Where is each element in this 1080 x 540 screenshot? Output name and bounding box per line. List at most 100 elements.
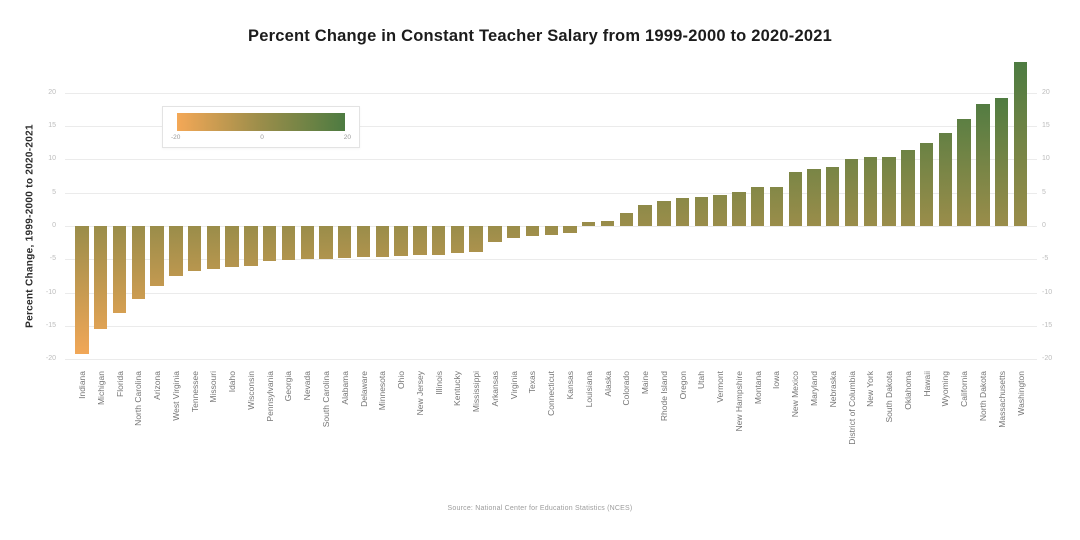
- bar: [75, 226, 89, 355]
- bar: [976, 103, 990, 226]
- x-tick-label: Ohio: [396, 371, 407, 389]
- x-tick-label: Delaware: [358, 371, 369, 407]
- x-tick-label: Oregon: [677, 371, 688, 400]
- x-tick-label: Nevada: [302, 371, 313, 401]
- bar: [675, 198, 690, 226]
- y-tick-label-right: -15: [1042, 321, 1053, 329]
- bar: [826, 166, 840, 226]
- x-tick-label: Kentucky: [452, 371, 463, 406]
- y-tick-label-right: 10: [1042, 155, 1050, 163]
- x-tick-label: Wyoming: [940, 371, 951, 407]
- bar: [582, 222, 596, 226]
- bar: [150, 226, 164, 286]
- bar: [713, 195, 727, 226]
- x-tick-label: Maryland: [809, 371, 820, 406]
- bar: [94, 226, 108, 329]
- y-tick-label-right: -20: [1042, 355, 1053, 363]
- bar: [788, 172, 802, 226]
- bar: [732, 192, 746, 226]
- y-tick-label-left: 0: [52, 222, 56, 229]
- x-tick-label: Washington: [1015, 371, 1026, 416]
- y-tick-label-right: 5: [1042, 188, 1046, 196]
- bar: [112, 226, 127, 313]
- gridline: [65, 259, 1037, 261]
- x-tick-label: Kansas: [565, 371, 576, 400]
- bar: [300, 226, 314, 260]
- bar: [619, 213, 634, 226]
- x-tick-label: Idaho: [227, 371, 238, 393]
- legend-min-label: -20: [171, 134, 181, 141]
- x-tick-label: New Hampshire: [733, 371, 744, 432]
- bar: [657, 201, 671, 226]
- y-tick-label-right: -5: [1042, 255, 1049, 263]
- x-tick-label: Florida: [114, 371, 125, 397]
- gridline: [65, 325, 1037, 327]
- x-tick-label: Tennessee: [189, 371, 200, 413]
- bar: [863, 157, 878, 226]
- x-tick-label: South Carolina: [321, 371, 331, 428]
- bar: [169, 226, 183, 276]
- x-tick-label: Iowa: [771, 371, 782, 389]
- bar: [694, 196, 709, 226]
- y-tick-label-left: 15: [48, 122, 56, 130]
- x-tick-label: Nebraska: [827, 371, 838, 408]
- bar: [919, 142, 934, 226]
- bar: [356, 226, 371, 258]
- bar: [507, 226, 521, 238]
- bar: [263, 226, 277, 262]
- bar: [600, 221, 615, 226]
- x-tick-label: Arkansas: [489, 371, 500, 407]
- y-tick-label-right: 15: [1042, 122, 1050, 130]
- x-tick-label: Alaska: [602, 371, 613, 397]
- x-tick-label: California: [959, 371, 970, 407]
- x-tick-label: Louisiana: [583, 371, 594, 408]
- gridline: [65, 359, 1037, 361]
- x-tick-label: Montana: [752, 371, 763, 405]
- bar: [882, 156, 896, 226]
- chart-title: Percent Change in Constant Teacher Salar…: [248, 27, 832, 45]
- legend-mid-label: 0: [260, 134, 264, 141]
- bar: [450, 226, 465, 254]
- x-tick-label: District of Columbia: [846, 371, 857, 445]
- x-tick-label: Arizona: [152, 371, 163, 400]
- x-tick-label: Georgia: [283, 371, 294, 402]
- y-tick-label-left: 10: [48, 155, 56, 163]
- x-tick-label: Oklahoma: [902, 371, 913, 410]
- x-tick-label: Illinois: [433, 371, 444, 395]
- bar: [431, 226, 446, 255]
- x-tick-label: Connecticut: [546, 371, 557, 416]
- bar: [844, 159, 859, 226]
- bar: [901, 150, 915, 226]
- legend-scale-labels: -20 0 20: [171, 134, 351, 141]
- bar: [938, 133, 953, 226]
- y-tick-label-right: 20: [1042, 88, 1050, 96]
- x-tick-label: Vermont: [715, 371, 726, 403]
- x-tick-label: New Jersey: [414, 371, 425, 416]
- y-tick-label-left: -20: [45, 355, 56, 363]
- y-tick-label-left: -15: [45, 321, 56, 329]
- x-tick-label: Hawaii: [921, 371, 932, 397]
- bar: [957, 119, 971, 226]
- x-tick-label: Rhode Island: [658, 371, 669, 422]
- y-tick-label-left: -10: [45, 288, 56, 296]
- x-tick-label: Alabama: [339, 371, 350, 405]
- bar: [225, 226, 239, 267]
- x-tick-label: Utah: [696, 371, 707, 389]
- y-tick-label-left: 5: [52, 188, 56, 196]
- x-tick-label: Massachusetts: [996, 371, 1007, 428]
- x-tick-label: New Mexico: [790, 371, 801, 418]
- gridline: [65, 126, 1037, 128]
- y-tick-label-left: 20: [48, 88, 56, 96]
- gridline: [65, 159, 1037, 161]
- bar: [413, 226, 427, 256]
- x-tick-label: Michigan: [95, 371, 106, 406]
- gridline: [65, 192, 1037, 194]
- y-tick-label-left: -5: [49, 255, 56, 263]
- bar: [563, 226, 577, 233]
- x-tick-label: Mississippi: [471, 371, 482, 413]
- x-tick-label: Indiana: [77, 371, 87, 399]
- bar: [244, 226, 258, 266]
- bar: [375, 226, 389, 257]
- legend: -20 0 20: [162, 106, 360, 148]
